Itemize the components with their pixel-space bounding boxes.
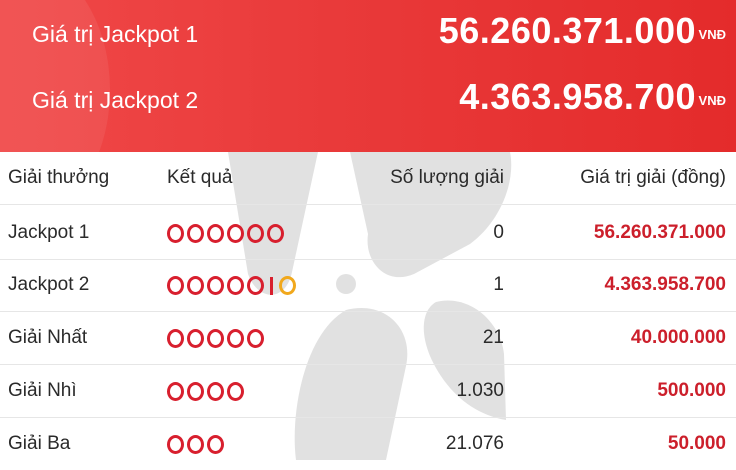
prize-value: 500.000 — [657, 380, 726, 401]
column-header-prize-value: Giá trị giải (đồng) — [580, 167, 726, 188]
winner-count: 1.030 — [456, 380, 504, 401]
prize-value: 4.363.958.700 — [604, 274, 726, 295]
jackpot-2-currency: VNĐ — [698, 93, 726, 108]
jackpot-2-row: Giá trị Jackpot 2 4.363.958.700 VNĐ — [0, 71, 736, 131]
result-balls — [167, 329, 267, 349]
jackpot-2-label: Giá trị Jackpot 2 — [32, 87, 199, 113]
special-ball-icon — [279, 276, 296, 295]
table-header-row: Giải thưởng Kết quả Số lượng giải Giá tr… — [0, 152, 736, 205]
result-balls — [167, 382, 247, 402]
result-ball-icon — [187, 224, 204, 243]
table-row: Giải Nhì 1.030 500.000 — [0, 365, 736, 418]
jackpot-1-value: 56.260.371.000 — [438, 10, 696, 51]
table-row: Giải Nhất 21 40.000.000 — [0, 312, 736, 365]
result-ball-icon — [167, 435, 184, 454]
result-ball-icon — [247, 224, 264, 243]
result-ball-icon — [207, 276, 224, 295]
result-ball-icon — [187, 382, 204, 401]
jackpot-2-value: 4.363.958.700 — [459, 76, 696, 117]
prize-name: Giải Ba — [8, 433, 71, 454]
jackpot-header: Giá trị Jackpot 1 56.260.371.000 VNĐ Giá… — [0, 0, 736, 152]
result-balls — [167, 435, 227, 455]
special-separator — [270, 276, 273, 295]
result-ball-icon — [187, 329, 204, 348]
winner-count: 0 — [493, 222, 504, 243]
winner-count: 1 — [493, 274, 504, 295]
result-balls — [167, 276, 299, 296]
prize-name: Jackpot 2 — [8, 274, 90, 295]
result-ball-icon — [167, 329, 184, 348]
prize-name: Giải Nhì — [8, 380, 77, 401]
result-ball-icon — [227, 276, 244, 295]
prize-name: Jackpot 1 — [8, 222, 90, 243]
result-ball-icon — [167, 276, 184, 295]
prize-name: Giải Nhất — [8, 327, 88, 348]
result-ball-icon — [187, 435, 204, 454]
result-ball-icon — [227, 329, 244, 348]
result-ball-icon — [207, 329, 224, 348]
header-decoration — [0, 0, 110, 152]
result-ball-icon — [227, 224, 244, 243]
prize-value: 56.260.371.000 — [593, 222, 726, 243]
jackpot-1-row: Giá trị Jackpot 1 56.260.371.000 VNĐ — [0, 5, 736, 65]
result-ball-icon — [247, 276, 264, 295]
result-ball-icon — [227, 382, 244, 401]
column-header-count: Số lượng giải — [390, 167, 504, 188]
prize-value: 50.000 — [667, 433, 726, 454]
result-ball-icon — [167, 224, 184, 243]
result-balls — [167, 224, 287, 244]
result-ball-icon — [207, 224, 224, 243]
table-row: Jackpot 2 1 4.363.958.700 — [0, 259, 736, 312]
result-ball-icon — [187, 276, 204, 295]
column-header-prize-name: Giải thưởng — [8, 167, 110, 188]
jackpot-1-currency: VNĐ — [698, 27, 726, 42]
prize-value: 40.000.000 — [630, 327, 726, 348]
column-header-result: Kết quả — [167, 167, 233, 188]
result-ball-icon — [267, 224, 284, 243]
result-ball-icon — [207, 435, 224, 454]
winner-count: 21.076 — [445, 433, 504, 454]
result-ball-icon — [167, 382, 184, 401]
jackpot-1-label: Giá trị Jackpot 1 — [32, 21, 199, 47]
prize-table: Giải thưởng Kết quả Số lượng giải Giá tr… — [0, 152, 736, 460]
table-row: Jackpot 1 0 56.260.371.000 — [0, 207, 736, 260]
result-ball-icon — [207, 382, 224, 401]
winner-count: 21 — [482, 327, 504, 348]
result-ball-icon — [247, 329, 264, 348]
table-row: Giải Ba 21.076 50.000 — [0, 418, 736, 470]
